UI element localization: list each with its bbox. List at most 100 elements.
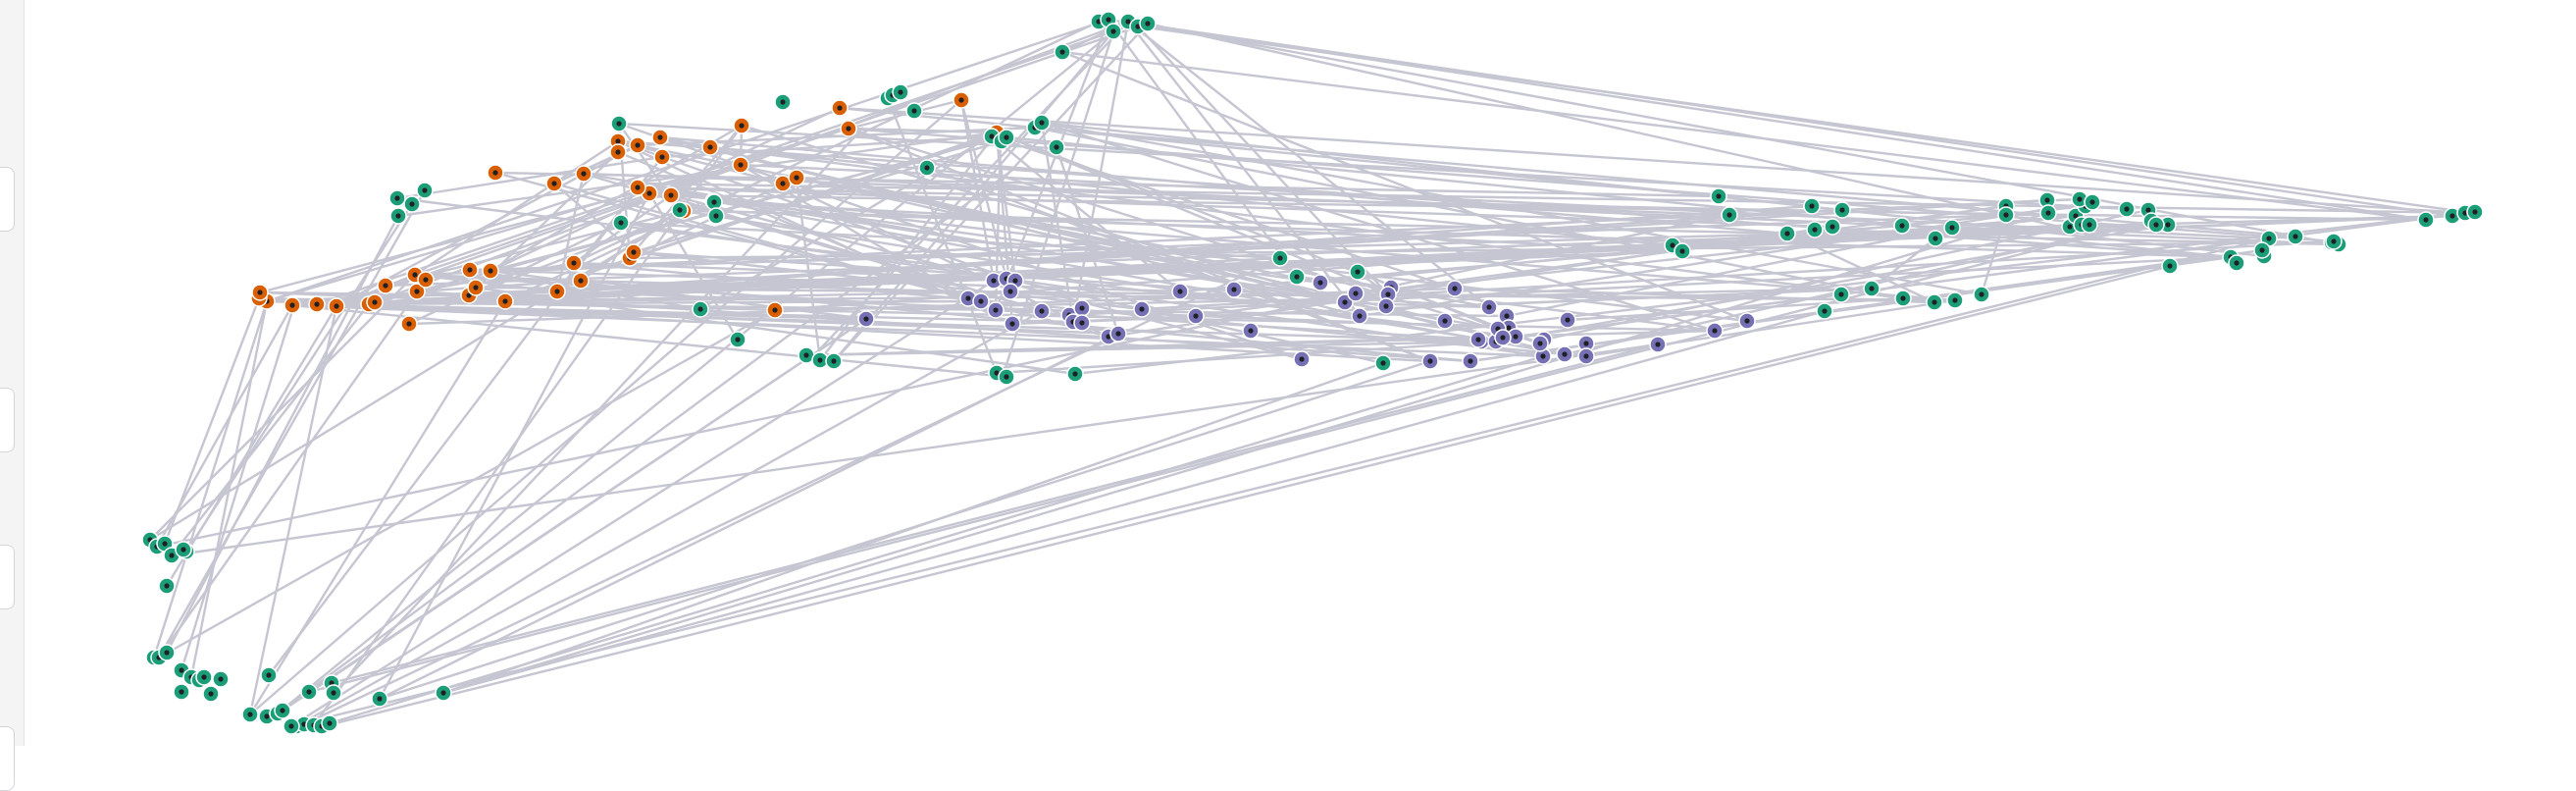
graph-node-orange[interactable]	[487, 164, 504, 182]
graph-node-purple[interactable]	[1109, 325, 1127, 343]
graph-node-green[interactable]	[1778, 225, 1796, 242]
graph-node-purple[interactable]	[1004, 315, 1021, 333]
graph-node-green[interactable]	[1973, 286, 1990, 303]
graph-node-purple[interactable]	[1531, 335, 1549, 352]
graph-node-purple[interactable]	[1577, 347, 1595, 365]
graph-node-orange[interactable]	[408, 283, 426, 300]
graph-node-green[interactable]	[158, 644, 176, 661]
graph-node-orange[interactable]	[283, 296, 301, 314]
graph-node-orange[interactable]	[766, 301, 784, 319]
graph-node-green[interactable]	[2253, 241, 2271, 259]
graph-node-orange[interactable]	[653, 148, 671, 166]
graph-node-green[interactable]	[1832, 286, 1850, 303]
graph-node-green[interactable]	[1105, 23, 1122, 40]
graph-node-purple[interactable]	[1494, 329, 1512, 346]
graph-node-green[interactable]	[2325, 233, 2343, 250]
graph-node-orange[interactable]	[831, 99, 849, 117]
graph-node-purple[interactable]	[1225, 281, 1243, 298]
panel-handle-icon[interactable]	[0, 545, 15, 609]
graph-node-green[interactable]	[1710, 187, 1727, 205]
graph-node-orange[interactable]	[840, 120, 857, 137]
panel-handle-icon[interactable]	[0, 167, 15, 232]
graph-node-green[interactable]	[1803, 197, 1821, 215]
graph-node-green[interactable]	[2039, 204, 2057, 222]
graph-node-purple[interactable]	[1242, 322, 1260, 340]
graph-node-green[interactable]	[1997, 206, 2015, 224]
graph-node-green[interactable]	[173, 683, 190, 701]
graph-node-purple[interactable]	[1377, 297, 1395, 315]
graph-node-purple[interactable]	[1351, 307, 1368, 325]
graph-node-green[interactable]	[1349, 263, 1366, 281]
graph-node-orange[interactable]	[461, 261, 479, 279]
graph-node-green[interactable]	[671, 201, 689, 219]
graph-node-green[interactable]	[610, 115, 628, 132]
graph-node-orange[interactable]	[565, 254, 583, 272]
graph-node-green[interactable]	[918, 159, 936, 177]
graph-node-green[interactable]	[212, 670, 230, 688]
graph-node-green[interactable]	[1943, 219, 1961, 237]
graph-node-green[interactable]	[705, 193, 723, 211]
graph-node-purple[interactable]	[1347, 285, 1365, 302]
graph-node-green[interactable]	[158, 577, 176, 595]
network-graph[interactable]	[0, 0, 2576, 746]
graph-node-green[interactable]	[195, 668, 213, 686]
graph-node-green[interactable]	[2081, 216, 2098, 234]
graph-node-green[interactable]	[175, 541, 192, 558]
graph-node-orange[interactable]	[701, 138, 719, 156]
graph-node-green[interactable]	[1946, 291, 1964, 309]
graph-node-green[interactable]	[2038, 191, 2056, 209]
graph-node-green[interactable]	[692, 300, 709, 318]
graph-node-green[interactable]	[1033, 114, 1051, 132]
graph-node-orange[interactable]	[651, 129, 669, 146]
graph-node-green[interactable]	[1863, 280, 1880, 297]
graph-node-green[interactable]	[2161, 257, 2179, 275]
graph-node-green[interactable]	[1893, 217, 1911, 235]
graph-node-orange[interactable]	[467, 279, 485, 296]
graph-node-orange[interactable]	[625, 243, 643, 261]
graph-node-orange[interactable]	[308, 295, 326, 313]
graph-node-green[interactable]	[321, 714, 338, 732]
graph-node-green[interactable]	[1927, 230, 1944, 247]
graph-node-purple[interactable]	[972, 292, 990, 310]
graph-node-orange[interactable]	[417, 271, 435, 289]
graph-node-orange[interactable]	[733, 117, 750, 134]
graph-node-green[interactable]	[325, 684, 342, 702]
graph-node-green[interactable]	[774, 93, 792, 111]
graph-node-green[interactable]	[707, 207, 725, 225]
graph-node-orange[interactable]	[377, 277, 394, 294]
graph-node-purple[interactable]	[1469, 331, 1487, 348]
graph-node-green[interactable]	[416, 182, 434, 199]
graph-node-green[interactable]	[1374, 354, 1392, 372]
graph-node-green[interactable]	[300, 683, 318, 701]
graph-node-green[interactable]	[1816, 302, 1833, 320]
graph-node-green[interactable]	[403, 195, 421, 213]
graph-node-green[interactable]	[905, 102, 923, 120]
graph-node-purple[interactable]	[987, 301, 1005, 319]
graph-node-orange[interactable]	[788, 169, 805, 186]
graph-node-purple[interactable]	[1649, 336, 1667, 353]
graph-node-green[interactable]	[2084, 193, 2101, 211]
graph-node-green[interactable]	[729, 331, 747, 348]
graph-node-green[interactable]	[1926, 293, 1943, 311]
graph-node-orange[interactable]	[953, 91, 970, 109]
graph-node-green[interactable]	[892, 83, 909, 101]
graph-node-green[interactable]	[2118, 200, 2136, 218]
graph-node-green[interactable]	[1674, 242, 1691, 260]
graph-node-orange[interactable]	[732, 156, 749, 174]
graph-node-orange[interactable]	[572, 272, 590, 290]
graph-node-purple[interactable]	[1436, 312, 1454, 330]
graph-node-green[interactable]	[202, 685, 220, 703]
graph-node-purple[interactable]	[1073, 299, 1091, 317]
graph-node-purple[interactable]	[857, 310, 875, 328]
graph-node-purple[interactable]	[1293, 350, 1311, 368]
graph-node-green[interactable]	[2071, 190, 2088, 208]
graph-node-green[interactable]	[1721, 206, 1738, 224]
graph-node-purple[interactable]	[1421, 352, 1439, 370]
graph-node-green[interactable]	[612, 214, 630, 232]
graph-node-green[interactable]	[1271, 249, 1289, 267]
graph-node-green[interactable]	[274, 702, 291, 719]
graph-node-purple[interactable]	[1706, 322, 1724, 340]
graph-node-green[interactable]	[283, 717, 300, 735]
graph-node-orange[interactable]	[482, 262, 499, 280]
graph-node-purple[interactable]	[1187, 307, 1205, 325]
